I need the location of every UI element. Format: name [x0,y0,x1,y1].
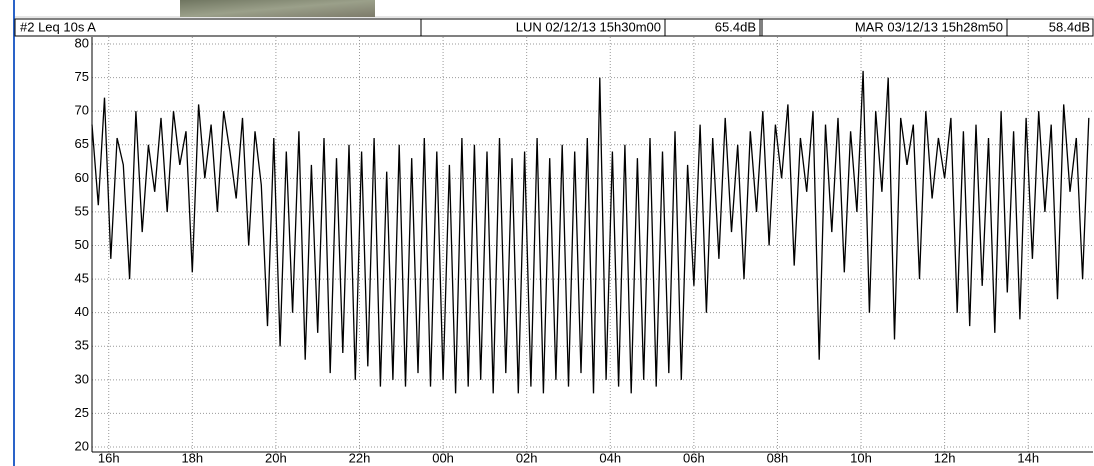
y-tick-label: 45 [75,271,89,286]
start-time: LUN 02/12/13 15h30m00 [516,19,661,34]
y-tick-label: 55 [75,203,89,218]
header-row: #2 Leq 10s A LUN 02/12/13 15h30m00 65.4d… [15,19,1093,36]
top-strip [15,0,1094,18]
x-tick-label: 10h [850,450,872,465]
y-tick-label: 30 [75,371,89,386]
y-tick-label: 50 [75,237,89,252]
x-tick-label: 04h [599,450,621,465]
x-tick-label: 12h [934,450,956,465]
plot-area [92,37,1093,452]
y-tick-label: 75 [75,69,89,84]
y-tick-label: 80 [75,35,89,50]
x-tick-label: 00h [432,450,454,465]
y-tick-label: 65 [75,136,89,151]
x-tick-label: 08h [767,450,789,465]
y-tick-label: 70 [75,103,89,118]
y-tick-label: 40 [75,304,89,319]
end-value: 58.4dB [1049,19,1090,34]
x-tick-label: 14h [1017,450,1039,465]
x-tick-label: 22h [349,450,371,465]
chart: #2 Leq 10s A LUN 02/12/13 15h30m00 65.4d… [0,0,1094,466]
x-tick-label: 18h [181,450,203,465]
series-label: #2 Leq 10s A [20,19,96,34]
start-value: 65.4dB [715,19,756,34]
y-tick-label: 25 [75,405,89,420]
x-tick-label: 20h [265,450,287,465]
y-tick-label: 35 [75,338,89,353]
y-tick-label: 20 [75,438,89,453]
end-time: MAR 03/12/13 15h28m50 [855,19,1003,34]
x-tick-label: 16h [98,450,120,465]
y-tick-label: 60 [75,170,89,185]
x-tick-label: 06h [683,450,705,465]
x-tick-label: 02h [516,450,538,465]
screen: #2 Leq 10s A LUN 02/12/13 15h30m00 65.4d… [0,0,1094,466]
